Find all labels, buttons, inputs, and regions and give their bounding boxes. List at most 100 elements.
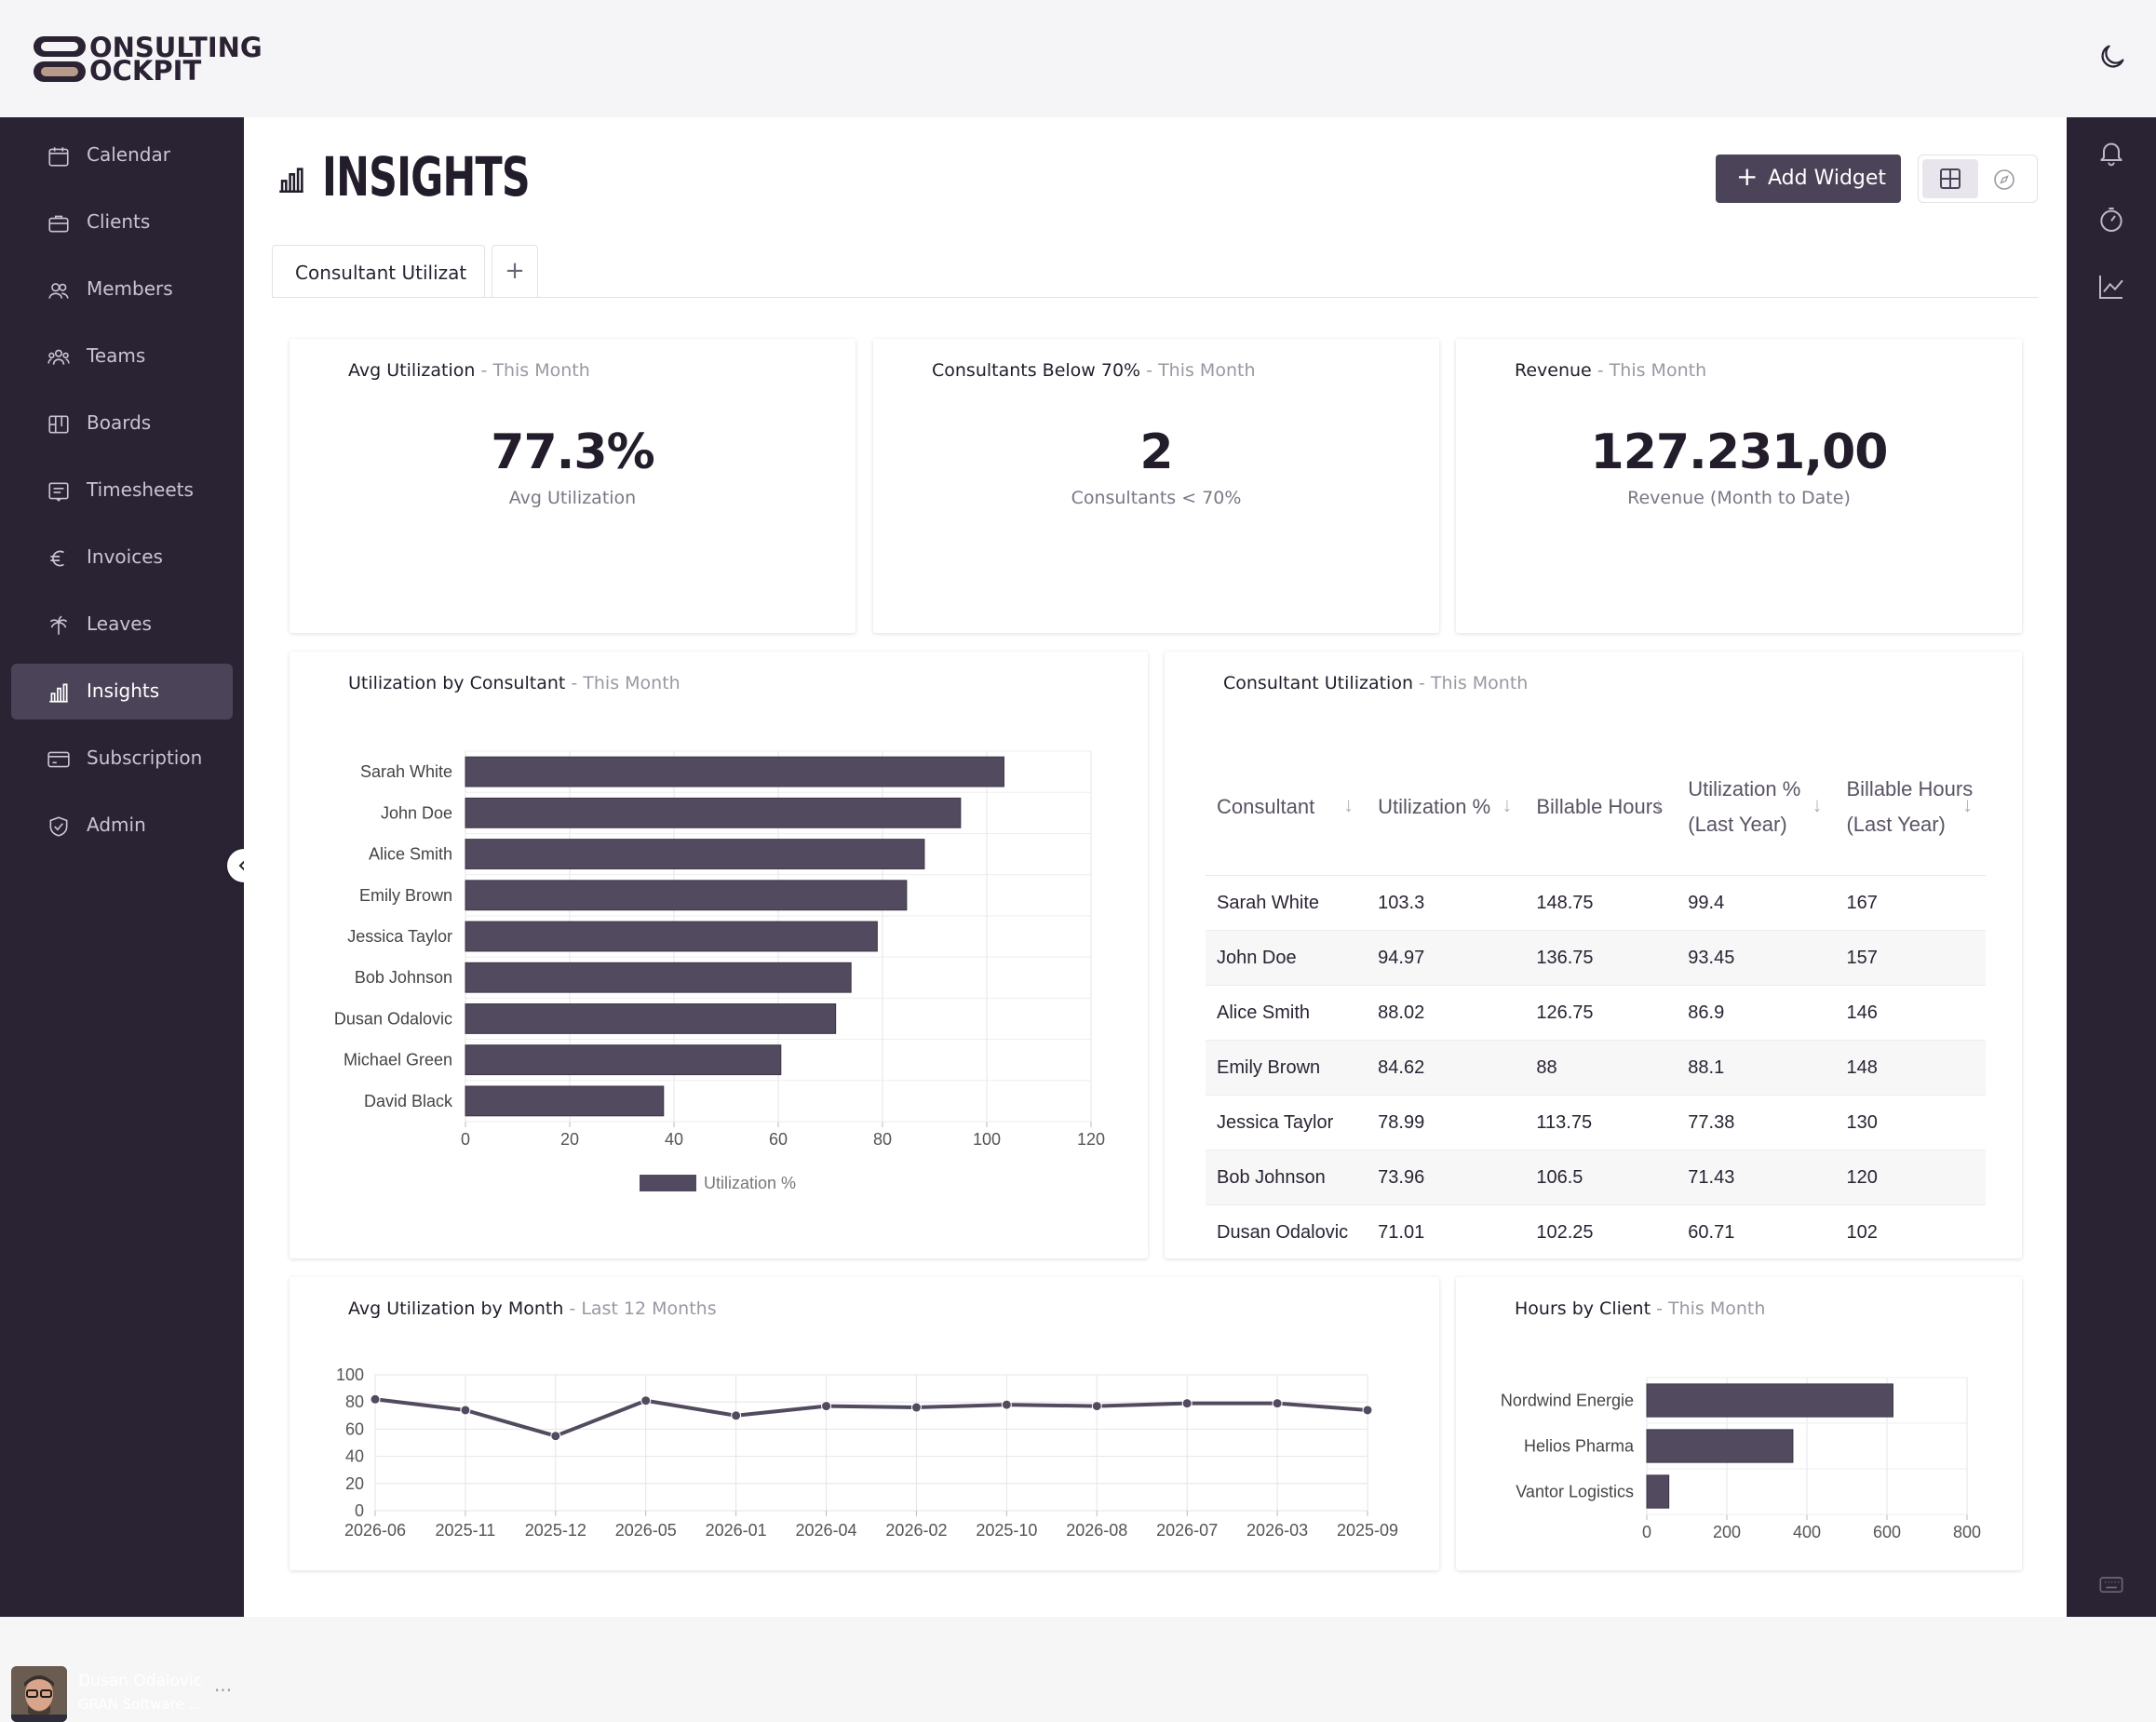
sidebar-item-label: Subscription [87,747,203,769]
tab-divider [272,297,2039,298]
table-cell: 130 [1835,1095,1986,1150]
widget-title: Consultant Utilization - This Month [1223,673,1529,693]
add-tab-button[interactable]: + [492,245,538,298]
table-cell: 167 [1835,875,1986,931]
y-category-label: Sarah White [360,762,452,781]
table-cell: 102 [1835,1204,1986,1258]
column-header[interactable]: Utilization % (Last Year) ↓ [1677,739,1836,876]
column-header[interactable]: Billable Hours (Last Year) ↓ [1835,739,1986,876]
column-header-label: Billable Hours (Last Year) [1846,777,1974,836]
avg-utilization-by-month-widget: Avg Utilization by Month - Last 12 Month… [290,1277,1439,1570]
table-row[interactable]: Emily Brown 84.62 88 88.1 148 [1206,1040,1986,1096]
sidebar-item-leaves[interactable]: Leaves [11,597,233,652]
table-cell: 71.01 [1367,1204,1526,1258]
grid-icon [1940,168,1961,189]
kpi-card-revenue: Revenue - This Month 127.231,00 Revenue … [1456,339,2022,633]
table-row[interactable]: Jessica Taylor 78.99 113.75 77.38 130 [1206,1095,1986,1150]
table-cell: 120 [1835,1150,1986,1205]
utilization-by-consultant-widget: Utilization by Consultant - This Month 0… [290,652,1148,1258]
sidebar-item-admin[interactable]: Admin [11,798,233,854]
bar [465,797,962,828]
bar [465,880,908,911]
stopwatch-icon[interactable] [2096,205,2126,235]
legend-swatch [640,1175,696,1191]
sidebar-item-invoices[interactable]: Invoices [11,530,233,585]
sidebar-item-calendar[interactable]: Calendar [11,128,233,183]
user-organization: GRAN Software ... [78,1696,202,1713]
app-logo[interactable]: ONSULTING OCKPIT [32,34,263,86]
shield-check-icon [49,816,68,837]
y-tick-label: 40 [345,1447,364,1466]
series-line [374,1397,1368,1438]
table-row[interactable]: John Doe 94.97 136.75 93.45 157 [1206,930,1986,986]
sidebar-item-label: Members [87,277,173,300]
table-row[interactable]: Sarah White 103.3 148.75 99.4 167 [1206,875,1986,931]
compass-icon[interactable] [1993,168,2015,191]
y-tick-label: 0 [355,1501,364,1520]
sort-arrow-icon[interactable]: ↓ [1343,793,1354,816]
sort-arrow-icon[interactable]: ↓ [1502,793,1513,816]
sidebar-item-clients[interactable]: Clients [11,195,233,250]
column-header[interactable]: Consultant ↓ [1206,739,1368,876]
x-tick-label: 2026-08 [1066,1521,1127,1540]
sidebar-item-boards[interactable]: Boards [11,396,233,451]
data-point [1091,1401,1102,1412]
table-cell: Dusan Odalovic [1206,1204,1368,1258]
x-tick-label: 2026-07 [1156,1521,1218,1540]
avg-utilization-line-chart: 0 20 40 60 80 100 2026-06 2025-11 2025-12 2026-05… [336,1365,1398,1540]
tab-consultant-utilization[interactable]: Consultant Utilization [272,245,485,298]
tab-label: Consultant Utilization [295,262,468,284]
table-row[interactable]: Dusan Odalovic 71.01 102.25 60.71 102 [1206,1204,1986,1258]
bar [465,1044,782,1076]
members-icon [48,283,69,299]
column-header-label: Consultant [1217,795,1315,818]
sidebar-item-insights[interactable]: Insights [11,664,233,720]
dark-mode-moon-icon[interactable] [2096,41,2128,73]
sidebar-item-subscription[interactable]: Subscription [11,731,233,787]
sidebar-item-label: Boards [87,411,152,434]
table-cell: 106.5 [1525,1150,1678,1205]
calendar-icon [48,147,69,167]
bar-chart-icon [49,683,68,703]
y-category-label: Vantor Logistics [1516,1483,1634,1501]
timesheet-icon [48,482,69,502]
table-row[interactable]: Bob Johnson 73.96 106.5 71.43 120 [1206,1150,1986,1205]
column-header[interactable]: Utilization % ↓ [1367,739,1526,876]
data-point [1001,1399,1012,1410]
x-tick-label: 40 [665,1130,683,1149]
sidebar-item-timesheets[interactable]: Timesheets [11,463,233,518]
bell-icon[interactable] [2096,138,2126,168]
plus-icon: + [1736,161,1758,192]
column-header[interactable]: Billable Hours ↓ [1525,739,1678,876]
sort-arrow-icon[interactable]: ↓ [1962,793,1973,816]
top-bar: ONSULTING OCKPIT [0,0,2156,117]
sidebar-item-teams[interactable]: Teams [11,329,233,384]
user-profile[interactable]: Dusan Odalovic GRAN Software ... ··· [11,1666,235,1722]
line-chart-icon[interactable] [2096,272,2126,302]
hours-by-client-bar-chart: 0 200 400 600 800 Nordwind Energie Helios Phar… [1501,1377,1981,1541]
sort-arrow-icon[interactable]: ↓ [1653,793,1664,816]
table-row[interactable]: Alice Smith 88.02 126.75 86.9 146 [1206,985,1986,1041]
sidebar-item-label: Admin [87,814,146,836]
table-cell: 146 [1835,985,1986,1041]
add-widget-button[interactable]: + Add Widget [1716,155,1901,203]
bar [465,962,852,993]
y-category-label: Alice Smith [369,845,452,864]
data-point [910,1402,922,1413]
data-point [1181,1398,1193,1409]
table-cell: John Doe [1206,930,1368,986]
y-category-label: Bob Johnson [355,968,452,987]
logo-mark [34,36,86,82]
euro-icon [50,550,64,567]
sort-arrow-icon[interactable]: ↓ [1812,793,1823,816]
widget-title: Revenue - This Month [1515,360,1707,381]
grid-view-button[interactable] [1922,159,1978,198]
y-category-label: Helios Pharma [1524,1437,1635,1456]
keyboard-icon[interactable] [2098,1571,2124,1597]
widget-title: Avg Utilization - This Month [348,360,590,381]
user-menu-dots-icon[interactable]: ··· [214,1679,233,1702]
x-tick-label: 2026-04 [796,1521,857,1540]
sidebar-item-members[interactable]: Members [11,262,233,317]
data-point [731,1410,742,1421]
avatar [11,1666,67,1722]
